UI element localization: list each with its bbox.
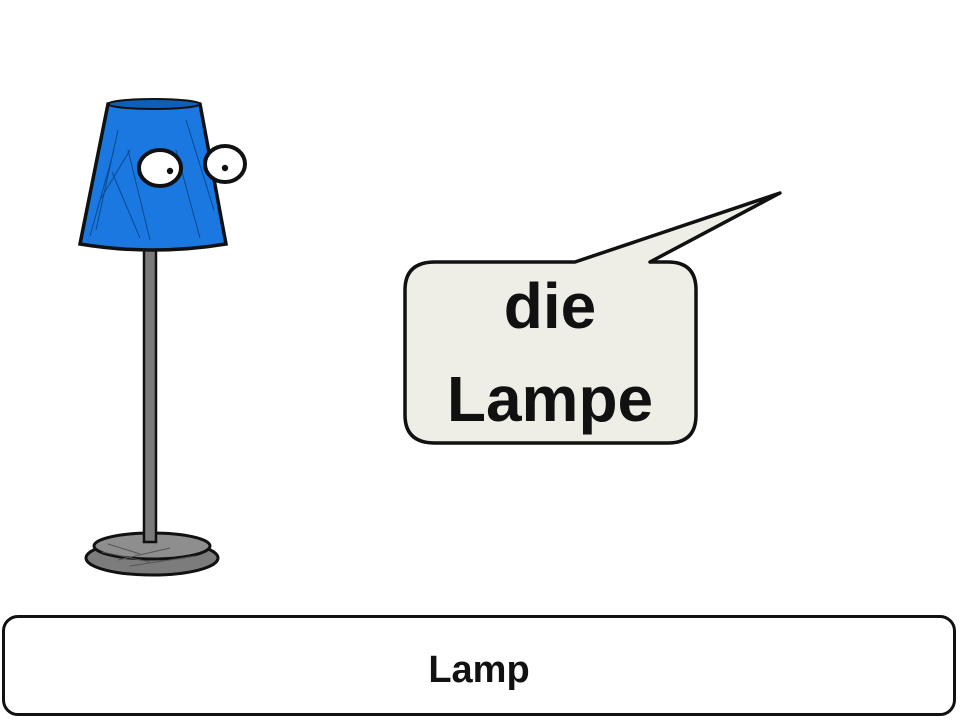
speech-bubble-line-2: Lampe <box>446 363 654 435</box>
lamp-pole <box>142 242 158 544</box>
speech-bubble-text: die Lampe <box>405 263 695 443</box>
speech-bubble <box>403 191 782 445</box>
caption-bar: Lamp <box>2 615 956 716</box>
lamp-character-illustration <box>77 98 247 577</box>
caption-text: Lamp <box>428 649 530 691</box>
speech-bubble-line-1: die <box>503 270 597 343</box>
cartoon-eyes-icon <box>137 144 247 188</box>
